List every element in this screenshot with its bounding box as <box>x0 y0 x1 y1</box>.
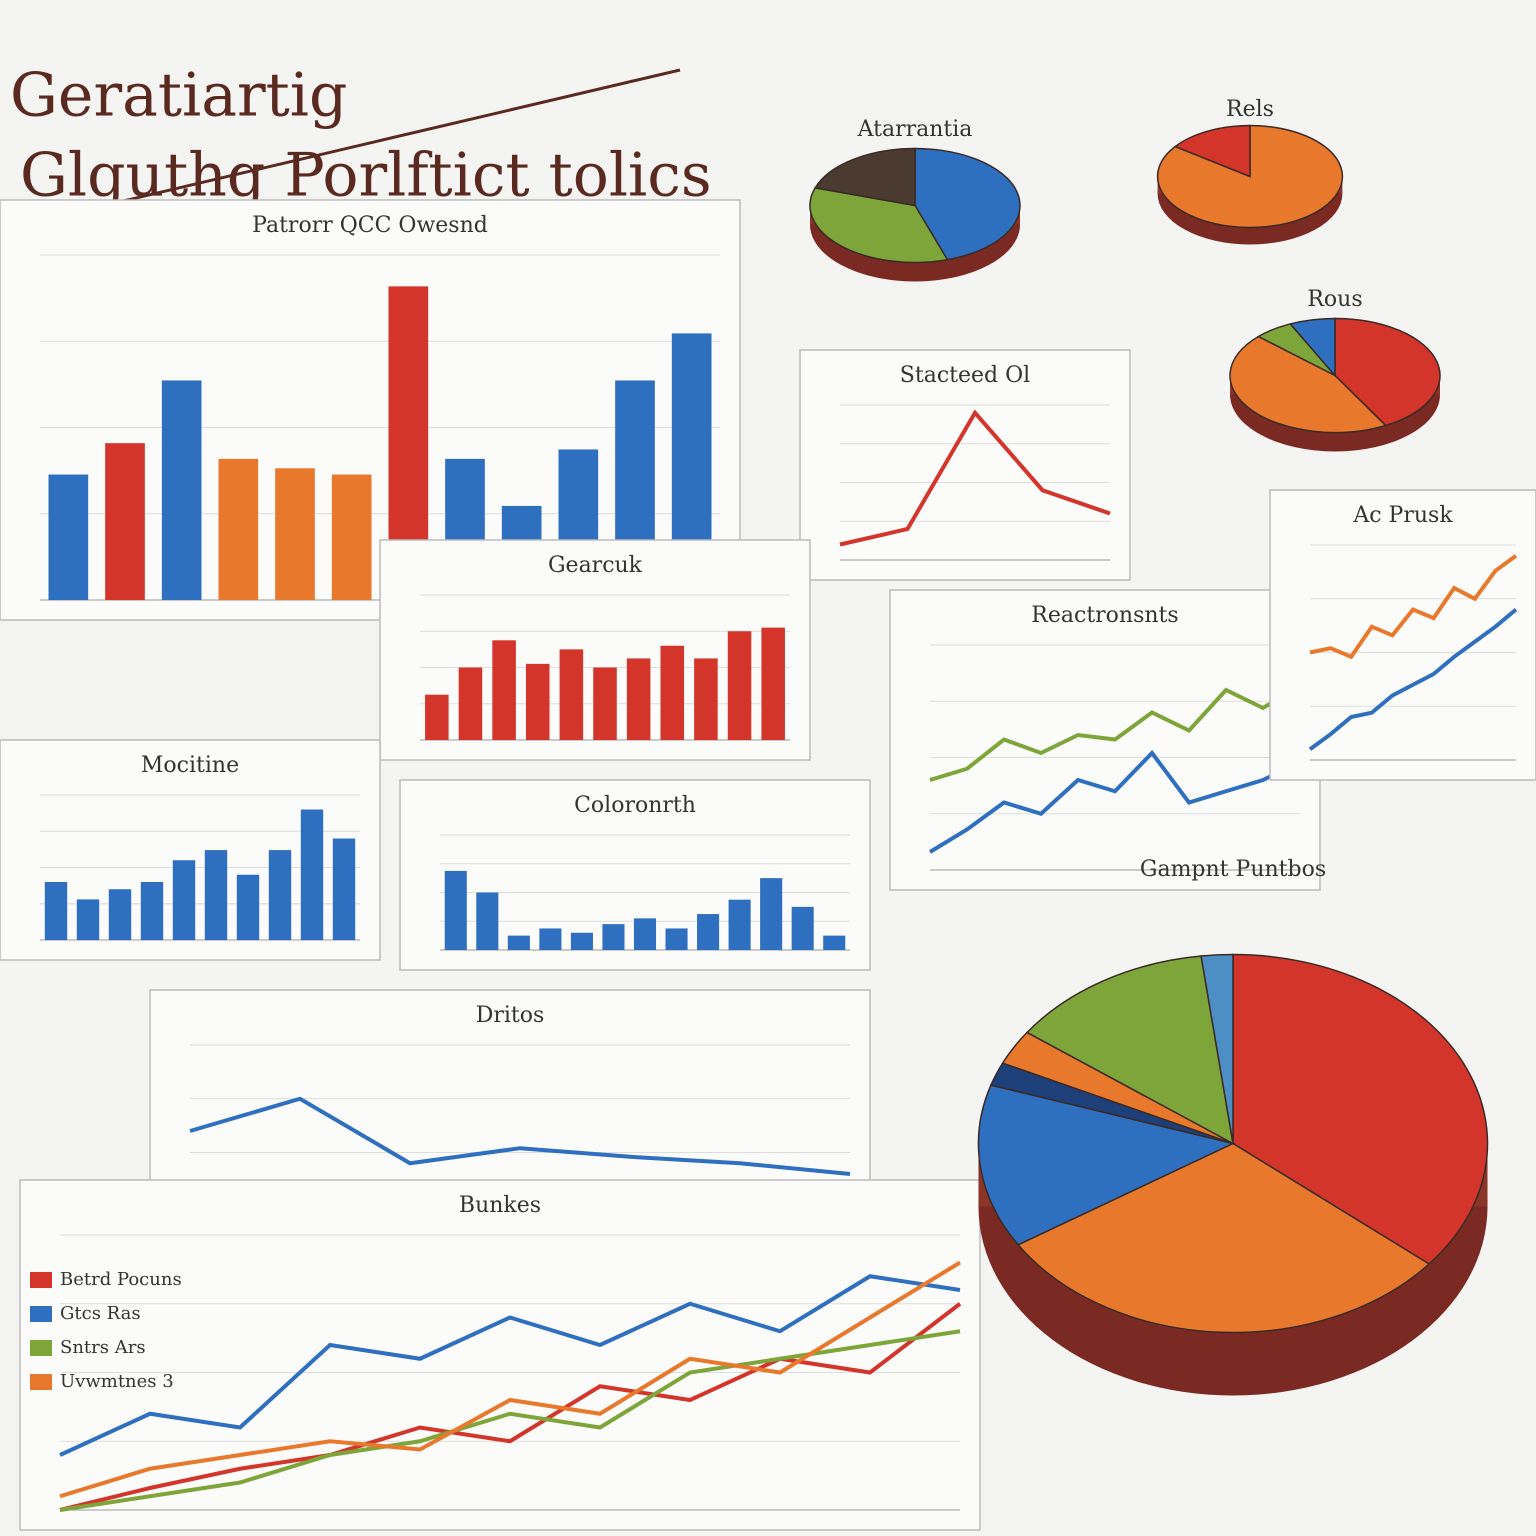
chart-title: Bunkes <box>459 1193 541 1218</box>
pie-slice <box>1173 124 1251 178</box>
line-series <box>189 1096 851 1176</box>
bar <box>458 667 483 740</box>
legend-swatch <box>30 1374 52 1390</box>
bar <box>425 694 449 740</box>
pie-slice <box>1016 1142 1431 1334</box>
line-series <box>59 1260 962 1499</box>
pie-slice <box>1334 317 1441 427</box>
bar <box>108 889 132 940</box>
pie-slice <box>1232 953 1489 1265</box>
bar <box>44 882 68 940</box>
line-series <box>1308 607 1518 751</box>
bar <box>539 928 562 950</box>
bar <box>660 645 685 740</box>
chart-title: Reactronsnts <box>1031 603 1178 628</box>
bar <box>331 474 372 600</box>
chart-title: Atarrantia <box>857 117 973 142</box>
bar <box>727 631 752 740</box>
bar <box>76 899 100 940</box>
bar <box>204 850 228 940</box>
bar <box>525 663 550 740</box>
bar <box>275 468 315 600</box>
line-series <box>839 409 1111 547</box>
chart-title: Gearcuk <box>548 553 643 578</box>
bar <box>48 474 89 600</box>
bar <box>161 380 202 600</box>
pie-slice <box>1288 317 1336 378</box>
bar <box>105 443 145 600</box>
panel <box>1269 489 1536 781</box>
bar <box>218 458 259 600</box>
panel <box>19 1179 981 1531</box>
bar <box>140 882 164 940</box>
bar <box>236 874 260 940</box>
chart-title: Ac Prusk <box>1352 503 1453 528</box>
legend-label: Uvwmtnes 3 <box>60 1371 174 1392</box>
pie-slice <box>809 187 949 264</box>
legend-swatch <box>30 1306 52 1322</box>
bar <box>665 928 688 950</box>
chart-title: Gampnt Puntbos <box>1140 857 1326 882</box>
bar <box>728 899 751 950</box>
legend-label: Gtcs Ras <box>60 1303 141 1324</box>
chart-title: Rels <box>1226 97 1274 122</box>
bar <box>172 860 196 940</box>
bar <box>823 935 846 950</box>
line-series <box>928 749 1301 854</box>
bar <box>300 809 324 940</box>
bar <box>694 658 718 740</box>
bar <box>593 667 617 740</box>
bar <box>570 932 593 950</box>
chart-title: Patrorr QCC Owesnd <box>252 213 488 238</box>
bar <box>761 627 785 740</box>
header-line1: Geratiartig <box>10 61 347 131</box>
bar <box>697 914 720 950</box>
line-series <box>59 1274 961 1457</box>
bar <box>492 640 516 740</box>
bar <box>507 935 530 950</box>
bar <box>444 870 467 950</box>
pie-slice <box>977 1084 1236 1246</box>
chart-title: Rous <box>1307 287 1362 312</box>
chart-title: Stacteed Ol <box>900 363 1030 388</box>
bar <box>476 892 499 950</box>
bar <box>791 906 814 950</box>
legend-label: Sntrs Ars <box>60 1337 146 1358</box>
pie-slice <box>1025 955 1234 1145</box>
chart-title: Coloronrth <box>574 793 696 818</box>
chart-title: Mocitine <box>141 753 239 778</box>
bar <box>760 878 783 950</box>
legend-label: Betrd Pocuns <box>60 1269 182 1290</box>
chart-title: Dritos <box>476 1003 545 1028</box>
bar <box>268 850 292 940</box>
pie-slice <box>1229 335 1388 434</box>
pie-slice <box>914 147 1021 261</box>
pie-slice <box>1200 953 1234 1144</box>
line-series <box>1309 554 1518 660</box>
bar <box>559 649 584 740</box>
bar <box>633 918 657 950</box>
bar <box>602 924 625 950</box>
bar <box>626 658 651 740</box>
line-series <box>59 1302 962 1512</box>
pie-slice <box>813 147 916 207</box>
legend-swatch <box>30 1340 52 1356</box>
bar <box>332 838 356 940</box>
line-series <box>929 683 1302 782</box>
legend-swatch <box>30 1272 52 1288</box>
panel <box>799 349 1131 581</box>
